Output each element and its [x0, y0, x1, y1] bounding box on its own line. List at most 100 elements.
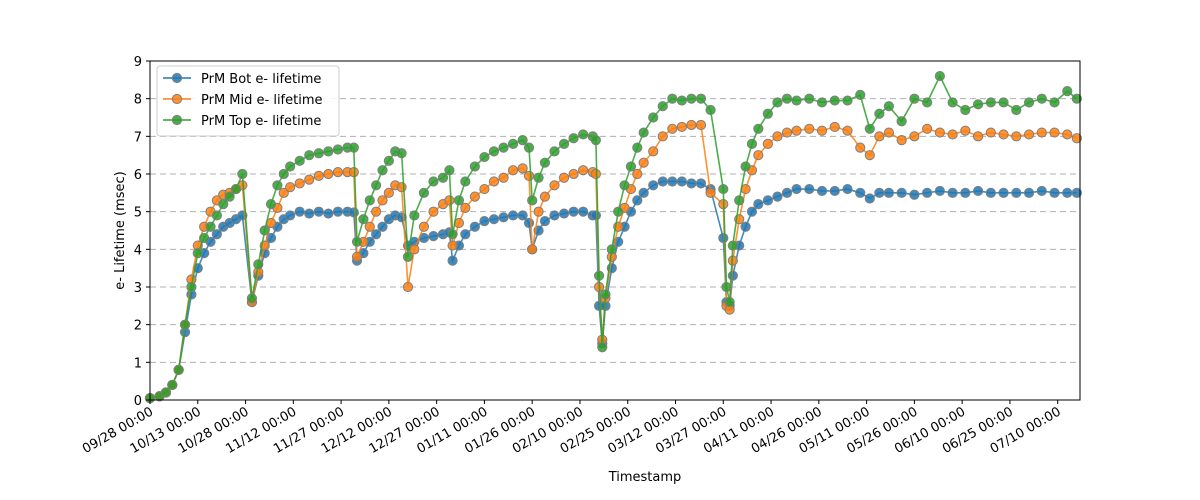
data-point: [686, 93, 697, 104]
data-point: [409, 210, 420, 221]
data-point: [192, 248, 203, 259]
data-point: [323, 146, 334, 157]
data-point: [1062, 129, 1073, 140]
data-point: [727, 240, 738, 251]
data-point: [896, 135, 907, 146]
data-point: [549, 146, 560, 157]
series-mid: [144, 119, 1082, 404]
data-point: [278, 168, 289, 180]
data-point: [842, 95, 853, 106]
data-point: [371, 180, 382, 191]
data-point: [211, 210, 222, 221]
data-point: [533, 206, 544, 217]
data-point: [676, 95, 687, 106]
data-point: [523, 217, 535, 229]
data-point: [746, 138, 758, 149]
data-point: [447, 229, 458, 240]
data-point: [791, 125, 802, 136]
data-point: [383, 187, 394, 198]
data-point: [922, 97, 933, 108]
data-point: [578, 129, 589, 140]
data-point: [304, 174, 315, 185]
data-point: [864, 193, 875, 204]
data-point: [294, 155, 305, 166]
x-axis-label: Timestamp: [608, 470, 682, 485]
data-point: [829, 95, 840, 106]
data-point: [523, 170, 535, 181]
data-point: [613, 206, 624, 217]
data-point: [972, 99, 984, 110]
data-point: [447, 255, 458, 266]
data-point: [418, 187, 430, 198]
data-point: [718, 183, 729, 195]
data-point: [947, 97, 958, 108]
data-point: [593, 270, 605, 281]
data-point: [781, 127, 793, 138]
y-tick-label: 1: [134, 356, 142, 371]
data-point: [364, 221, 375, 232]
y-tick-label: 2: [134, 319, 142, 334]
data-point: [972, 185, 984, 197]
data-point: [428, 206, 439, 217]
data-point: [590, 135, 601, 146]
data-point: [313, 206, 324, 217]
data-point: [539, 191, 551, 202]
data-point: [558, 138, 570, 149]
data-point: [1071, 133, 1082, 144]
data-point: [1049, 127, 1060, 138]
data-point: [517, 210, 528, 221]
data-point: [998, 187, 1009, 198]
data-point: [1023, 97, 1035, 108]
data-point: [294, 206, 305, 217]
y-axis: 0 1 2 3 4 5 6 7 8 9: [134, 55, 150, 409]
data-point: [896, 187, 907, 198]
data-point: [740, 161, 751, 172]
data-point: [517, 135, 528, 146]
data-point: [597, 342, 608, 353]
data-point: [1071, 93, 1082, 104]
data-point: [444, 195, 455, 206]
data-point: [211, 229, 222, 240]
data-point: [460, 202, 471, 213]
data-point: [829, 185, 840, 197]
data-point: [855, 142, 866, 153]
data-point: [934, 70, 945, 82]
data-point: [922, 123, 933, 134]
data-point: [237, 168, 248, 180]
data-point: [695, 178, 707, 189]
data-point: [855, 187, 866, 198]
legend-label: PrM Bot e- lifetime: [201, 72, 321, 87]
data-point: [460, 229, 471, 240]
data-point: [676, 176, 687, 187]
data-point: [578, 206, 589, 217]
data-point: [507, 165, 519, 176]
data-point: [829, 121, 840, 133]
data-point: [1036, 93, 1047, 104]
data-point: [498, 212, 509, 223]
data-point: [804, 123, 815, 134]
data-point: [272, 180, 283, 191]
data-point: [816, 97, 828, 108]
data-point: [632, 168, 643, 180]
data-point: [934, 185, 945, 197]
data-point: [186, 281, 197, 293]
data-point: [590, 210, 601, 221]
data-point: [402, 281, 414, 293]
data-point: [558, 208, 570, 219]
data-point: [313, 170, 324, 181]
data-point: [874, 187, 885, 198]
data-point: [453, 195, 465, 206]
data-point: [488, 176, 500, 187]
data-point: [909, 131, 920, 142]
data-point: [718, 232, 729, 244]
data-point: [383, 155, 394, 166]
legend-swatch-marker: [171, 93, 183, 105]
data-point: [960, 187, 971, 198]
data-point: [488, 214, 500, 225]
data-point: [600, 289, 611, 300]
data-point: [218, 199, 229, 210]
data-point: [230, 183, 242, 195]
data-point: [304, 208, 315, 219]
data-point: [632, 142, 643, 153]
